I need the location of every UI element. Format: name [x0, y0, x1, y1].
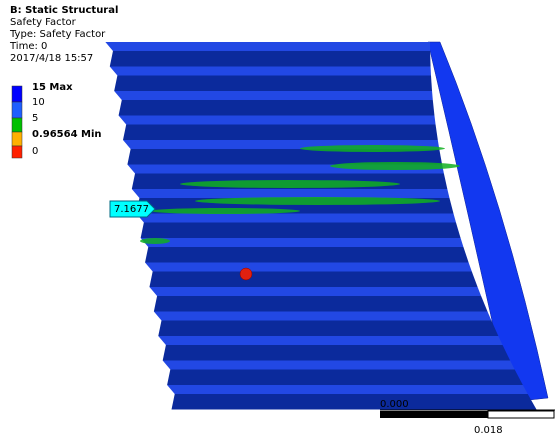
rib-face — [114, 91, 433, 100]
rib-face — [158, 336, 502, 345]
legend-swatch — [12, 118, 22, 132]
rib-face — [132, 189, 450, 198]
legend-label: 5 — [32, 113, 38, 124]
rib-shadow — [141, 223, 461, 239]
legend-swatch — [12, 102, 22, 118]
rib-shadow — [158, 321, 498, 337]
low-safety-zone — [180, 180, 400, 188]
rib-shadow — [172, 394, 537, 410]
rib-shadow — [110, 51, 431, 67]
legend-label: 10 — [32, 97, 45, 108]
rib-face — [163, 361, 515, 370]
rib-face — [145, 263, 472, 272]
rib-face — [141, 238, 464, 247]
rib-face — [167, 385, 528, 394]
rib-shadow — [163, 345, 510, 361]
low-safety-zone — [150, 208, 300, 214]
header-line: Type: Safety Factor — [9, 29, 106, 40]
legend-swatch — [12, 132, 22, 146]
header-line: Time: 0 — [9, 41, 47, 52]
low-safety-zone — [300, 145, 445, 152]
rib-face — [154, 312, 492, 321]
rib-shadow — [149, 272, 477, 288]
legend-label: 15 Max — [32, 82, 73, 93]
header-line: 2017/4/18 15:57 — [10, 53, 93, 64]
legend-label: 0.96564 Min — [32, 129, 102, 140]
viewport: B: Static Structural Safety Factor Type:… — [0, 0, 555, 438]
scale-label: 0.018 — [474, 425, 503, 436]
header-line: Safety Factor — [10, 17, 77, 28]
rib-face — [105, 42, 430, 51]
scale-label: 0.000 — [380, 399, 409, 410]
legend-swatch — [12, 86, 22, 102]
scale-bar — [380, 411, 488, 418]
rib-shadow — [154, 296, 488, 312]
screenshot: B: Static Structural Safety Factor Type:… — [0, 0, 555, 438]
low-safety-zone — [330, 162, 460, 170]
min-marker — [240, 268, 252, 280]
title: B: Static Structural — [10, 5, 118, 16]
rib-face — [136, 214, 456, 223]
scale-bar — [488, 411, 554, 418]
rib-shadow — [114, 76, 432, 92]
rib-face — [149, 287, 481, 296]
rib-shadow — [167, 370, 523, 386]
rib-shadow — [119, 100, 435, 116]
legend-label: 0 — [32, 146, 38, 157]
low-safety-zone — [140, 238, 170, 244]
low-safety-zone — [195, 197, 440, 205]
legend-swatch — [12, 146, 22, 158]
rib-face — [110, 67, 431, 76]
rib-shadow — [145, 247, 469, 263]
rib-shadow — [123, 125, 438, 141]
probe-label: 7.1677 — [114, 204, 149, 215]
model — [105, 42, 548, 410]
rib-face — [119, 116, 436, 125]
